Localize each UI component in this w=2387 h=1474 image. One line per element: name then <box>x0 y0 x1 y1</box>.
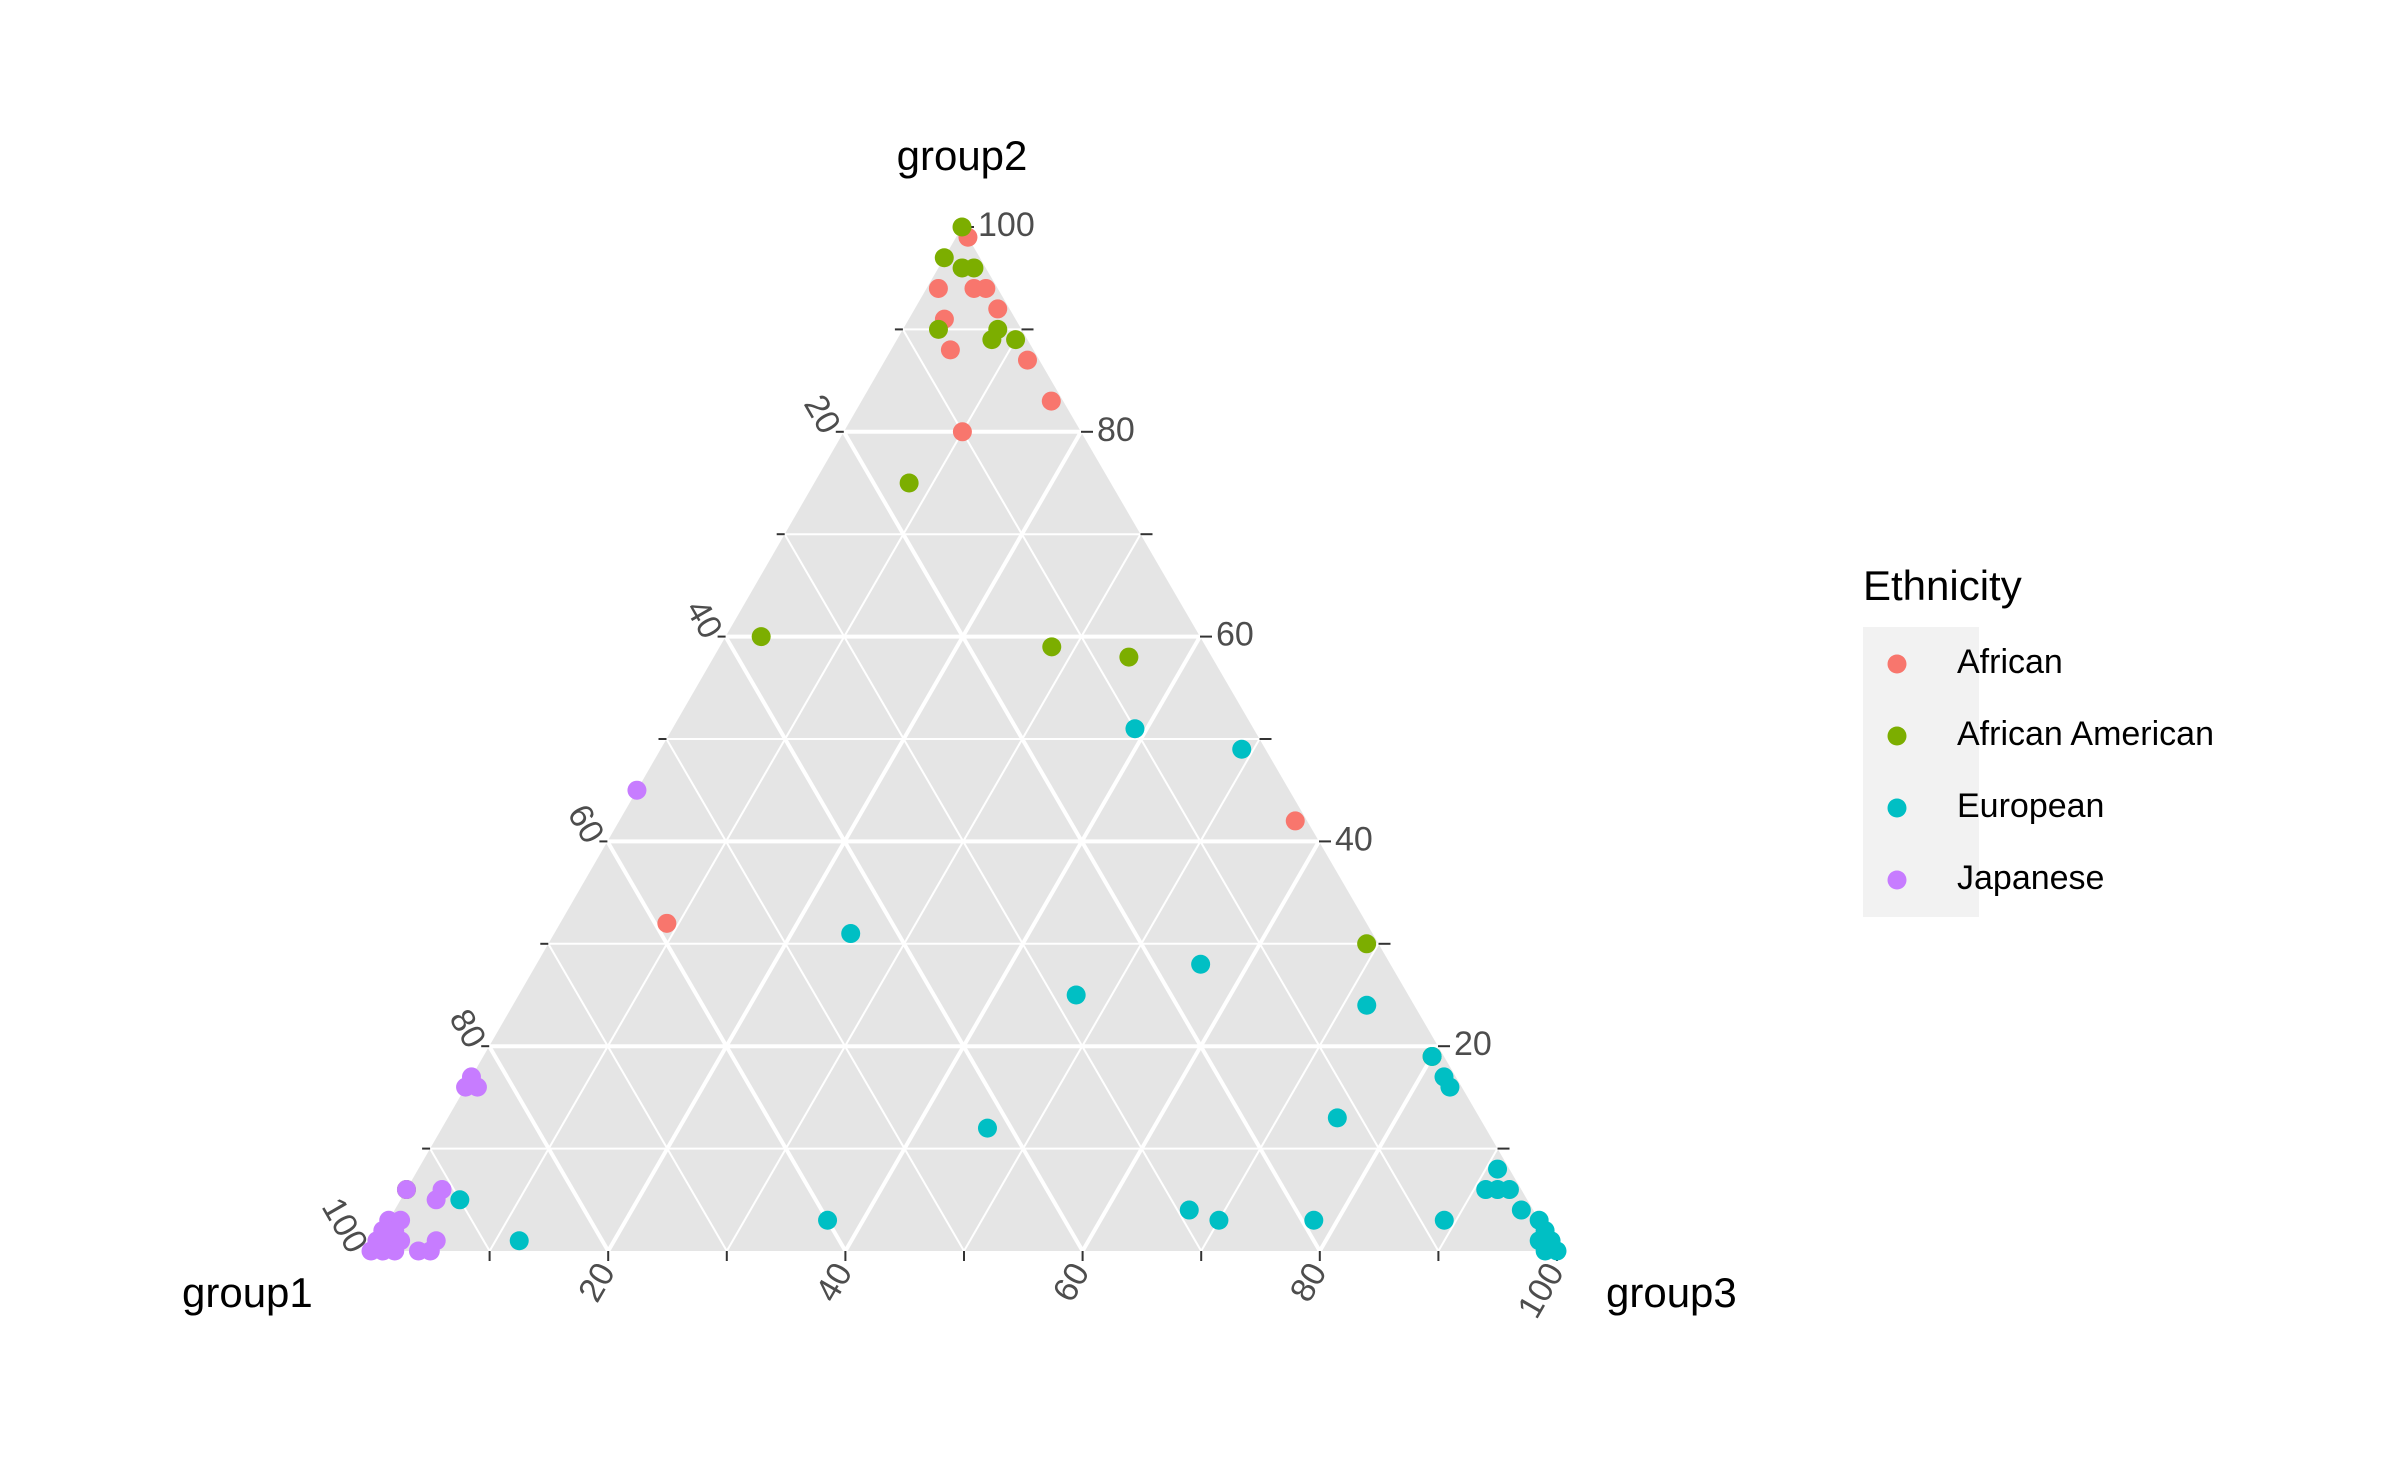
gridline-group3-50 <box>963 738 1261 1252</box>
gridline-group1-10 <box>902 328 1440 1252</box>
legend-key-box <box>1863 627 1979 917</box>
legend-items: African African American European Japanese <box>1887 643 2214 897</box>
tick-label-group3-40: 40 <box>808 1256 860 1308</box>
gridline-group1-70 <box>547 943 728 1252</box>
legend-key-african <box>1887 654 1907 674</box>
tick-label-group3-60: 60 <box>1045 1256 1097 1308</box>
point-european-23 <box>1179 1200 1199 1220</box>
point-european-28 <box>450 1190 470 1210</box>
tick-label-group2-80: 80 <box>1097 411 1135 449</box>
point-african-10 <box>1285 811 1305 831</box>
gridline-group1-80 <box>487 1045 610 1253</box>
point-european-25 <box>1304 1210 1324 1230</box>
grid-minor <box>429 328 1499 1252</box>
point-african-american-12 <box>1357 934 1377 954</box>
point-european-5 <box>1357 995 1377 1015</box>
point-japanese-6 <box>426 1190 446 1210</box>
grid-major <box>487 429 1440 1253</box>
gridline-group3-10 <box>488 328 1023 1252</box>
point-european-6 <box>1422 1046 1442 1066</box>
point-african-american-9 <box>751 627 771 647</box>
point-african-american-3 <box>964 258 984 278</box>
point-european-27 <box>509 1231 529 1251</box>
axis-label-group3: group3 <box>1606 1269 1737 1316</box>
point-european-11 <box>1488 1159 1508 1179</box>
point-african-9 <box>952 422 972 442</box>
point-european-2 <box>841 924 861 944</box>
point-japanese-19 <box>373 1241 393 1261</box>
point-african-american-4 <box>928 319 948 339</box>
point-european-4 <box>1066 985 1086 1005</box>
point-african-american-8 <box>899 473 919 493</box>
point-african-american-7 <box>988 319 1008 339</box>
point-japanese-0 <box>627 780 647 800</box>
point-african-4 <box>988 299 1008 319</box>
point-japanese-4 <box>396 1180 416 1200</box>
point-african-american-6 <box>1006 330 1026 350</box>
data-points <box>361 217 1567 1261</box>
point-african-11 <box>657 913 677 933</box>
axis-label-group1: group1 <box>182 1269 313 1316</box>
point-european-21 <box>1547 1241 1567 1261</box>
point-european-22 <box>1434 1210 1454 1230</box>
legend-label-african-american: African American <box>1957 715 2214 753</box>
tick-label-group2-20: 20 <box>1454 1025 1492 1063</box>
point-european-26 <box>818 1210 838 1230</box>
point-european-8 <box>1440 1077 1460 1097</box>
point-african-1 <box>928 278 948 298</box>
tick-label-group3-80: 80 <box>1283 1256 1335 1308</box>
axis-label-group2: group2 <box>897 132 1028 179</box>
gridline-group3-70 <box>1200 943 1380 1252</box>
point-european-14 <box>1499 1180 1519 1200</box>
legend-key-african-american <box>1887 726 1907 746</box>
point-african-6 <box>940 340 960 360</box>
legend-label-african: African <box>1957 643 2063 681</box>
legend: Ethnicity African African American Europea… <box>1863 562 2214 917</box>
point-european-1 <box>1232 739 1252 759</box>
tick-label-group2-40: 40 <box>1335 820 1373 858</box>
legend-label-japanese: Japanese <box>1957 859 2104 897</box>
gridline-group3-60 <box>1080 840 1321 1252</box>
point-african-3 <box>976 278 996 298</box>
point-european-0 <box>1125 719 1145 739</box>
point-japanese-3 <box>456 1077 476 1097</box>
gridline-group1-30 <box>783 533 1203 1252</box>
point-african-7 <box>1017 350 1037 370</box>
legend-key-japanese <box>1887 870 1907 890</box>
tick-label-group2-60: 60 <box>1216 616 1254 654</box>
point-european-3 <box>1191 954 1211 974</box>
point-european-9 <box>977 1118 997 1138</box>
legend-key-european <box>1887 798 1907 818</box>
gridline-group3-30 <box>725 533 1142 1252</box>
point-african-american-11 <box>1119 647 1139 667</box>
point-african-american-1 <box>934 248 954 268</box>
point-japanese-18 <box>426 1231 446 1251</box>
tick-label-group3-100: 100 <box>1510 1256 1571 1324</box>
gridline-group3-40 <box>843 635 1202 1252</box>
legend-title: Ethnicity <box>1863 562 2022 609</box>
gridline-group1-50 <box>665 738 965 1252</box>
gridline-group1-60 <box>605 840 848 1253</box>
point-african-american-0 <box>952 217 972 237</box>
tick-label-group2-100: 100 <box>978 206 1035 244</box>
point-african-american-10 <box>1042 637 1062 657</box>
gridline-group1-40 <box>723 635 1085 1253</box>
point-european-10 <box>1327 1108 1347 1128</box>
tick-label-group3-20: 20 <box>571 1256 623 1308</box>
legend-label-european: European <box>1957 787 2104 825</box>
gridline-group3-90 <box>1437 1148 1499 1252</box>
point-european-15 <box>1511 1200 1531 1220</box>
point-african-8 <box>1041 391 1061 411</box>
gridline-group3-80 <box>1318 1045 1440 1252</box>
point-european-24 <box>1209 1210 1229 1230</box>
